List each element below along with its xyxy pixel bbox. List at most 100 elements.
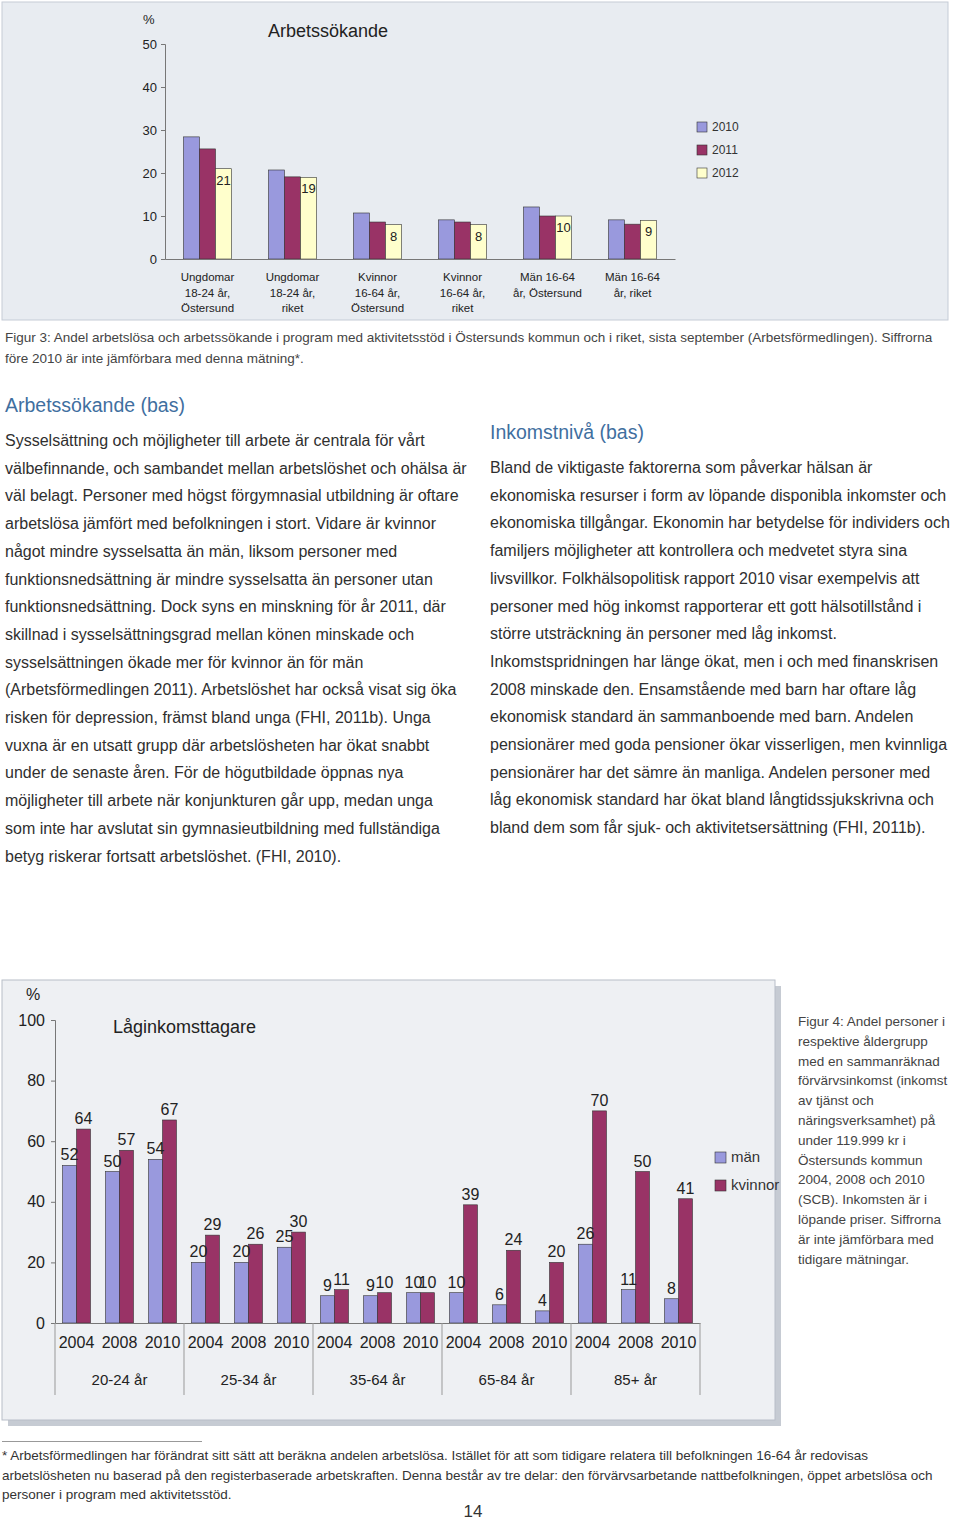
series [63,1159,679,1323]
series [77,1111,693,1323]
bar [507,1250,521,1323]
bar [163,1120,177,1323]
x-tick: 2008 [360,1334,396,1351]
x-tick-label: 2010 [532,1334,568,1351]
footnote: * Arbetsförmedlingen har förändrat sitt … [2,1446,952,1505]
x-tick: 2010 [532,1334,568,1351]
x-tick: 2004 [446,1334,482,1351]
x-tick: 2010 [403,1334,439,1351]
category-group-label: 20-24 år [92,1371,148,1388]
y-tick: 60 [27,1133,55,1150]
x-tick-label: Ungdomar18-24 år,riket [266,271,320,314]
y-tick-label: 30 [143,123,157,138]
data-label: 54 [147,1140,165,1157]
x-tick-label: Kvinnor16-64 år,Östersund [351,271,404,314]
data-label: 20 [233,1243,251,1260]
section-text: Bland de viktigaste faktorerna som påver… [490,454,952,842]
bar [192,1262,206,1323]
data-label: 39 [462,1186,480,1203]
x-tick: Män 16-64år, Östersund [513,271,582,299]
group-separator [55,1323,56,1395]
bar [378,1293,392,1323]
group-separator [571,1323,572,1395]
legend-label: 2012 [712,166,739,180]
x-tick-label: 2010 [145,1334,181,1351]
legend-swatch [715,1180,726,1191]
bar [407,1293,421,1323]
x-tick-label: 2008 [618,1334,654,1351]
x-tick: 2008 [618,1334,654,1351]
chart-title: Arbetssökande [268,21,388,41]
data-label: 11 [620,1271,637,1288]
x-tick: 2004 [59,1334,95,1351]
y-axis: 01020304050 [143,37,166,267]
category-group-label: 65-84 år [479,1371,535,1388]
y-axis: 020406080100 [18,1012,55,1332]
footnote-rule [2,1441,202,1442]
bar [608,220,624,259]
y-tick: 100 [18,1012,55,1029]
bar [641,220,657,259]
y-tick-mark [51,1020,55,1021]
bar [523,207,539,259]
x-tick-label: Ungdomar18-24 år,Östersund [181,271,235,314]
y-tick: 20 [27,1254,55,1271]
page: Arbetssökande%01020304050Ungdomar18-24 å… [0,0,960,1522]
data-label: 25 [276,1228,294,1245]
y-tick-mark [161,259,165,260]
data-label: 20 [190,1243,208,1260]
series [183,137,624,259]
y-tick-mark [51,1202,55,1203]
bar [579,1244,593,1323]
bar [493,1305,507,1323]
bar [301,177,317,259]
legend-swatch [697,122,707,132]
legend-swatch [697,168,707,178]
y-tick-mark [51,1141,55,1142]
x-tick: 2004 [575,1334,611,1351]
bar [106,1172,120,1324]
data-label: 57 [118,1131,136,1148]
data-labels: 211988109 [216,173,652,244]
bars [63,1111,693,1323]
bar [450,1293,464,1323]
bar [199,149,215,259]
x-tick: 2010 [274,1334,310,1351]
y-tick: 30 [143,123,165,138]
data-label: 8 [390,229,397,244]
x-tick: 2010 [145,1334,181,1351]
section-heading: Inkomstnivå (bas) [490,421,644,444]
bar [249,1244,263,1323]
data-label: 4 [538,1292,547,1309]
legend: 201020112012 [697,120,739,180]
y-tick: 40 [143,80,165,95]
x-tick-label: 2008 [360,1334,396,1351]
bar [556,216,572,259]
x-tick: Män 16-64år, riket [605,271,661,299]
bar [235,1262,249,1323]
x-tick: Ungdomar18-24 år,riket [266,271,320,314]
y-tick: 80 [27,1072,55,1089]
y-tick-label: 80 [27,1072,45,1089]
bar [665,1299,679,1323]
x-tick-label: 2008 [102,1334,138,1351]
data-label: 6 [495,1286,504,1303]
x-axis: 2004200820102004200820102004200820102004… [56,1324,701,1352]
bar [550,1262,564,1323]
x-tick-label: Män 16-64år, Östersund [513,271,582,299]
group-separator [700,1323,701,1395]
x-tick-label: 2010 [274,1334,310,1351]
bar [386,225,402,259]
category-group-label: 85+ år [614,1371,657,1388]
figure-caption: Figur 4: Andel personer i respektive åld… [798,1012,953,1269]
chart-background [2,980,775,1420]
y-tick-label: 40 [143,80,157,95]
x-tick-label: Män 16-64år, riket [605,271,661,299]
y-tick-mark [161,44,165,45]
bars [183,137,656,259]
data-label: 52 [61,1146,79,1163]
x-axis: Ungdomar18-24 år,Östersund Ungdomar18-24 … [166,260,676,315]
data-label: 29 [204,1216,222,1233]
legend: mänkvinnor [715,1148,779,1193]
y-tick-mark [51,1262,55,1263]
